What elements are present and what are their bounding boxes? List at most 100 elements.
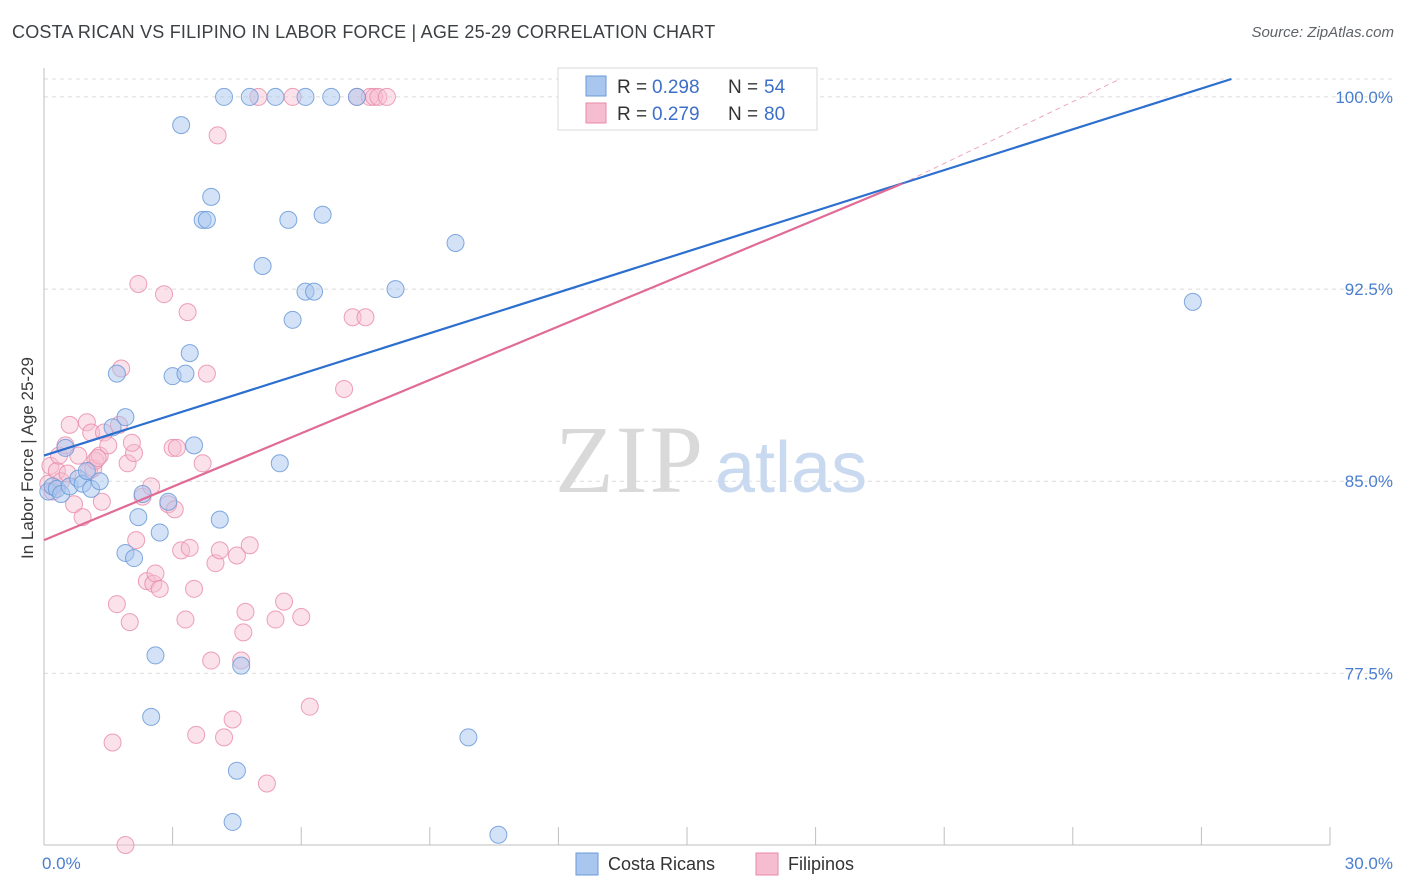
costa-ricans-point-47 [386,280,405,299]
costa-ricans-trend-line [43,77,1232,457]
filipinos-point-71 [356,308,375,327]
filipinos-trend-line [43,183,902,542]
costa-ricans-point-43 [305,282,324,301]
grid-lines [44,78,1392,674]
filipinos-point-53 [210,541,229,560]
filipinos-point-52 [208,126,227,145]
trend-lines [43,77,1232,542]
y-tick-label-3: 100.0% [1335,88,1393,107]
filipinos-point-55 [223,710,242,729]
filipinos-point-25 [116,836,135,854]
costa-ricans-point-49 [459,728,478,747]
costa-ricans-point-36 [253,257,272,276]
filipinos-point-58 [234,623,253,642]
y-tick-label-0: 77.5% [1345,664,1393,683]
costa-ricans-points [39,87,1202,844]
filipinos-point-22 [107,595,126,614]
filipinos-point-9 [65,495,84,514]
x-tick-label-0: 0.0% [42,854,81,873]
filipinos-point-8 [60,415,79,434]
filipinos-point-75 [377,87,396,106]
filipinos-point-29 [127,531,146,550]
costa-ricans-point-10 [90,472,109,491]
chart-title: COSTA RICAN VS FILIPINO IN LABOR FORCE |… [12,22,716,42]
costa-ricans-point-25 [180,344,199,363]
costa-ricans-point-34 [232,656,251,675]
filipinos-trend-extension [901,78,1121,185]
costa-ricans-point-40 [283,310,302,329]
x-tick-label-1: 30.0% [1345,854,1393,873]
costa-ricans-point-21 [159,492,178,511]
filipinos-point-44 [178,303,197,322]
costa-ricans-point-20 [150,523,169,542]
legend-n-label-2: N = [728,104,758,125]
filipinos-point-12 [77,413,96,432]
filipinos-point-20 [99,436,118,455]
legend-swatch-pink [585,102,607,124]
filipinos-point-63 [266,610,285,629]
series-legend: Costa Ricans Filipinos [575,852,854,876]
filipinos-point-26 [118,454,137,473]
costa-ricans-point-32 [223,812,242,831]
filipinos-point-41 [167,438,186,457]
filipinos-point-47 [187,725,206,744]
costa-ricans-point-39 [279,210,298,229]
legend-n-value-1: 54 [764,77,786,98]
filipinos-point-66 [292,607,311,626]
costa-ricans-point-15 [125,549,144,568]
filipinos-point-68 [335,379,354,398]
filipinos-point-49 [197,364,216,383]
y-tick-label-2: 92.5% [1345,280,1393,299]
filipinos-point-69 [343,308,362,327]
filipinos-point-48 [193,454,212,473]
filipinos-point-59 [236,602,255,621]
watermark-zip: ZIP [555,406,705,513]
costa-ricans-point-26 [185,436,204,455]
costa-ricans-point-23 [172,116,191,135]
bottom-legend-swatch-filipinos [755,852,779,876]
filipinos-point-62 [257,774,276,793]
filipinos-point-45 [180,538,199,557]
filipinos-point-54 [215,728,234,747]
filipinos-point-21 [103,733,122,752]
legend-r-value-2: 0.279 [652,104,700,125]
costa-ricans-point-41 [296,87,315,106]
filipinos-point-36 [150,579,169,598]
costa-ricans-point-30 [210,510,229,529]
source-label: Source: ZipAtlas.com [1251,24,1394,41]
filipinos-point-35 [146,564,165,583]
filipinos-point-79 [122,433,141,452]
costa-ricans-point-46 [347,87,366,106]
bottom-legend-costa-ricans: Costa Ricans [608,854,715,874]
costa-ricans-point-50 [489,825,508,844]
y-axis-label: In Labor Force | Age 25-29 [18,357,37,559]
costa-ricans-point-29 [202,187,221,206]
legend-n-label-1: N = [728,77,758,98]
costa-ricans-point-12 [107,364,126,383]
filipinos-point-39 [163,438,182,457]
filipinos-point-78 [88,449,107,468]
costa-ricans-point-13 [116,408,135,427]
legend-r-value-1: 0.298 [652,77,700,98]
costa-ricans-point-33 [227,761,246,780]
legend-r-label-1: R = [617,77,647,98]
filipinos-point-18 [92,492,111,511]
legend-n-value-2: 80 [764,104,785,125]
costa-ricans-point-53 [1183,292,1202,311]
costa-ricans-point-8 [77,461,96,480]
legend-r-label-2: R = [617,104,647,125]
filipinos-points [39,87,765,854]
bottom-legend-swatch-costa-ricans [575,852,599,876]
filipinos-point-67 [300,697,319,716]
costa-ricans-point-19 [146,646,165,665]
costa-ricans-point-18 [142,707,161,726]
costa-ricans-point-24 [176,364,195,383]
costa-ricans-point-44 [313,205,332,224]
axes [43,68,1331,846]
correlation-legend: R = 0.298 N = 54 R = 0.279 N = 80 [557,67,818,131]
costa-ricans-point-37 [266,87,285,106]
axis-ticks: 77.5% 85.0% 92.5% 100.0% 0.0% 30.0% [42,88,1393,873]
costa-ricans-point-16 [129,508,148,527]
filipinos-point-37 [155,285,174,304]
filipinos-point-64 [275,592,294,611]
